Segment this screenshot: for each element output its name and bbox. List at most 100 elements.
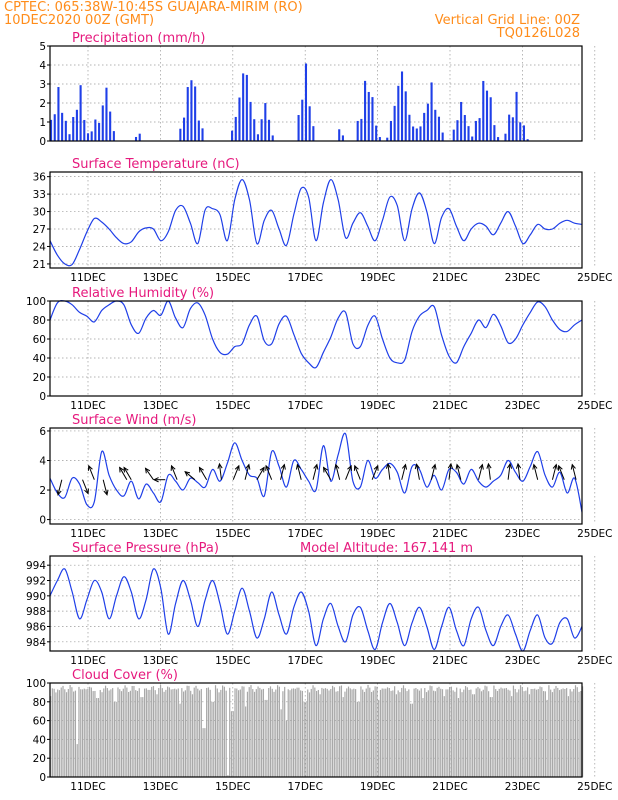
cloud-bar: [81, 689, 84, 777]
cloud-bar: [542, 691, 545, 777]
cloud-bar: [493, 685, 495, 777]
wind-vector-arrow: [312, 463, 319, 480]
cloud-bar: [252, 689, 254, 777]
cloud-bar: [167, 686, 169, 777]
cloud-bar: [551, 692, 554, 777]
cloud-xtick-label: 17DEC: [287, 781, 322, 793]
precip-bar: [201, 128, 204, 141]
cloud-bar: [452, 690, 454, 777]
temp-xtick-label: 21DEC: [432, 272, 467, 284]
run-datetime: 10DEC2020 00Z (GMT): [4, 13, 154, 28]
cloud-bar: [477, 687, 479, 777]
cloud-bar: [557, 687, 559, 777]
wind-vector-head: [353, 464, 359, 471]
wind-vector-shaft: [88, 465, 95, 480]
wind-ytick-label: 6: [39, 426, 46, 438]
precip-bar: [493, 125, 496, 141]
pres-xtick-label: 19DEC: [360, 655, 395, 667]
cloud-bar: [438, 686, 440, 777]
cloud-bar: [562, 688, 564, 777]
cloud-bar: [418, 690, 421, 777]
precip-bar: [478, 118, 481, 141]
cloud-bar: [307, 689, 309, 777]
cloud-bar: [525, 690, 527, 777]
cloud-bar: [269, 686, 272, 777]
cloud-bar: [257, 686, 259, 777]
cloud-bar: [184, 690, 186, 777]
cloud-bar: [537, 689, 539, 777]
cloud-bar: [163, 691, 165, 777]
cloud-bar: [214, 685, 217, 777]
wind-vector-shaft: [354, 465, 361, 480]
precip-bar: [463, 115, 466, 141]
cloud-bar: [243, 686, 245, 777]
wind-vector-head: [119, 466, 125, 473]
cloud-bar: [183, 691, 185, 777]
wind-vector-arrow: [455, 463, 462, 480]
cloud-bar: [71, 687, 73, 777]
wind-vector-head: [552, 463, 558, 470]
cloud-bar: [383, 688, 385, 777]
precip-bar: [489, 97, 492, 141]
cloud-bar: [521, 686, 523, 777]
rh-xtick-label: 19DEC: [360, 400, 395, 412]
wind-vector-arrow: [170, 464, 178, 480]
wind-vector-shaft: [456, 464, 462, 480]
cloud-bar: [218, 692, 220, 777]
wind-vector-shaft: [171, 465, 178, 480]
precip-bar: [245, 74, 248, 141]
wind-vector-head: [447, 462, 454, 469]
wind-xtick-label: 19DEC: [360, 528, 395, 540]
wind-vector-arrow: [280, 463, 286, 480]
cloud-bar: [87, 688, 89, 777]
cloud-bar: [486, 686, 488, 777]
wind-vector-arrow: [232, 464, 240, 480]
precip-bar: [267, 119, 271, 141]
precip-bar: [389, 120, 392, 141]
precip-bar: [400, 71, 404, 141]
cloud-bar: [202, 728, 204, 777]
cloud-bar: [253, 691, 256, 777]
wind-vector-shaft: [571, 464, 577, 480]
cloud-bar: [159, 684, 162, 777]
cloud-bar: [179, 703, 181, 777]
wind-vector-arrow: [119, 466, 128, 480]
wind-vector-shaft: [517, 463, 521, 480]
cloud-bar: [271, 688, 273, 777]
wind-vector-head: [347, 464, 352, 471]
cloud-bar: [198, 690, 201, 777]
cloud-bar: [472, 694, 474, 777]
cloud-bar: [399, 692, 401, 777]
cloud-bar: [578, 691, 580, 777]
wind-vector-head: [478, 463, 484, 470]
cloud-bar: [388, 687, 390, 777]
cloud-bar: [480, 691, 483, 777]
cloud-bar: [502, 688, 504, 777]
cloud-ytick-label: 40: [33, 734, 46, 746]
precip-bar: [231, 130, 234, 141]
rh-frame: [49, 300, 583, 397]
precip-bar: [186, 87, 189, 141]
cloud-bar: [312, 685, 314, 777]
cloud-bar: [262, 688, 264, 777]
temp-marks: [49, 178, 583, 267]
cloud-bar: [505, 687, 507, 777]
cloud-bar: [519, 685, 522, 777]
cloud-bar: [337, 691, 339, 777]
wind-vector-shaft: [123, 467, 132, 480]
precip-bar: [98, 122, 101, 141]
precip-bar: [50, 119, 53, 141]
precip-bar: [504, 133, 507, 141]
temp-title: Surface Temperature (nC): [72, 157, 240, 172]
cloud-bar: [479, 688, 481, 777]
cloud-bar: [181, 688, 183, 777]
cloud-bar: [213, 701, 215, 777]
cloud-bar: [133, 686, 135, 777]
precip-ytick-label: 2: [39, 98, 46, 110]
cloud-bar: [420, 688, 422, 777]
cloud-bar: [195, 685, 197, 777]
wind-vector-arrow: [430, 463, 437, 480]
cloud-bar: [461, 692, 463, 777]
wind-vector-head: [373, 464, 379, 471]
wind-vector-arrow: [87, 464, 95, 480]
